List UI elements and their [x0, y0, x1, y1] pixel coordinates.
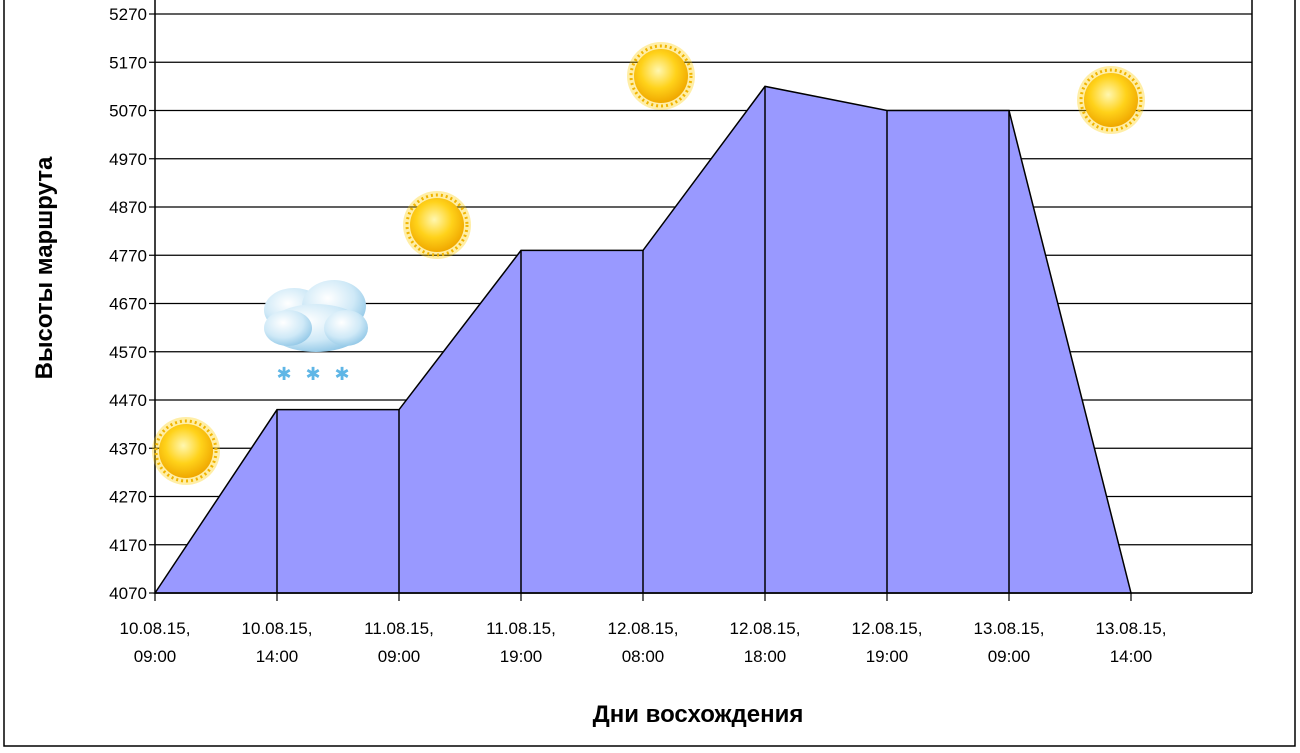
x-tick-label: 10.08.15, 14:00 [242, 619, 313, 666]
svg-text:✱: ✱ [305, 364, 320, 385]
sun-icon [403, 191, 471, 259]
x-tick-label: 10.08.15, 09:00 [120, 619, 191, 666]
x-tick-label: 11.08.15, 19:00 [486, 619, 556, 666]
x-tick-label: 12.08.15, 08:00 [608, 619, 679, 666]
axes [149, 0, 1253, 601]
y-tick-label: 4670 [109, 295, 147, 314]
y-tick-label: 4870 [109, 198, 147, 217]
x-tick-labels: 10.08.15, 09:00 10.08.15, 14:00 11.08.15, 09:… [120, 619, 1167, 666]
area-series [153, 85, 1132, 594]
sun-icon [1077, 66, 1145, 134]
y-tick-label: 4070 [109, 584, 147, 603]
sun-icon [627, 42, 695, 110]
svg-text:✱: ✱ [276, 364, 291, 385]
x-axis-title: Дни восхождения [593, 701, 804, 728]
y-axis-title: Высоты маршрута [31, 156, 58, 379]
x-tick-label: 12.08.15, 19:00 [852, 619, 923, 666]
y-tick-label: 5270 [109, 5, 147, 24]
y-tick-label: 4170 [109, 536, 147, 555]
y-tick-label: 5170 [109, 53, 147, 72]
sun-icon [152, 417, 220, 485]
x-tick-label: 11.08.15, 09:00 [364, 619, 434, 666]
svg-text:✱: ✱ [334, 364, 349, 385]
snow-cloud-icon: ✱ ✱ ✱ [264, 280, 368, 385]
y-tick-label: 4470 [109, 391, 147, 410]
y-tick-label: 4370 [109, 439, 147, 458]
y-tick-label: 4770 [109, 246, 147, 265]
y-tick-label: 5070 [109, 102, 147, 121]
x-tick-label: 13.08.15, 14:00 [1096, 619, 1167, 666]
x-tick-label: 12.08.15, 18:00 [730, 619, 801, 666]
y-tick-label: 4570 [109, 343, 147, 362]
y-tick-label: 4970 [109, 150, 147, 169]
x-tick-label: 13.08.15, 09:00 [974, 619, 1045, 666]
y-tick-labels: 4070 4170 4270 4370 4470 4570 4670 4770 4870 4970… [109, 5, 147, 603]
y-tick-label: 4270 [109, 488, 147, 507]
